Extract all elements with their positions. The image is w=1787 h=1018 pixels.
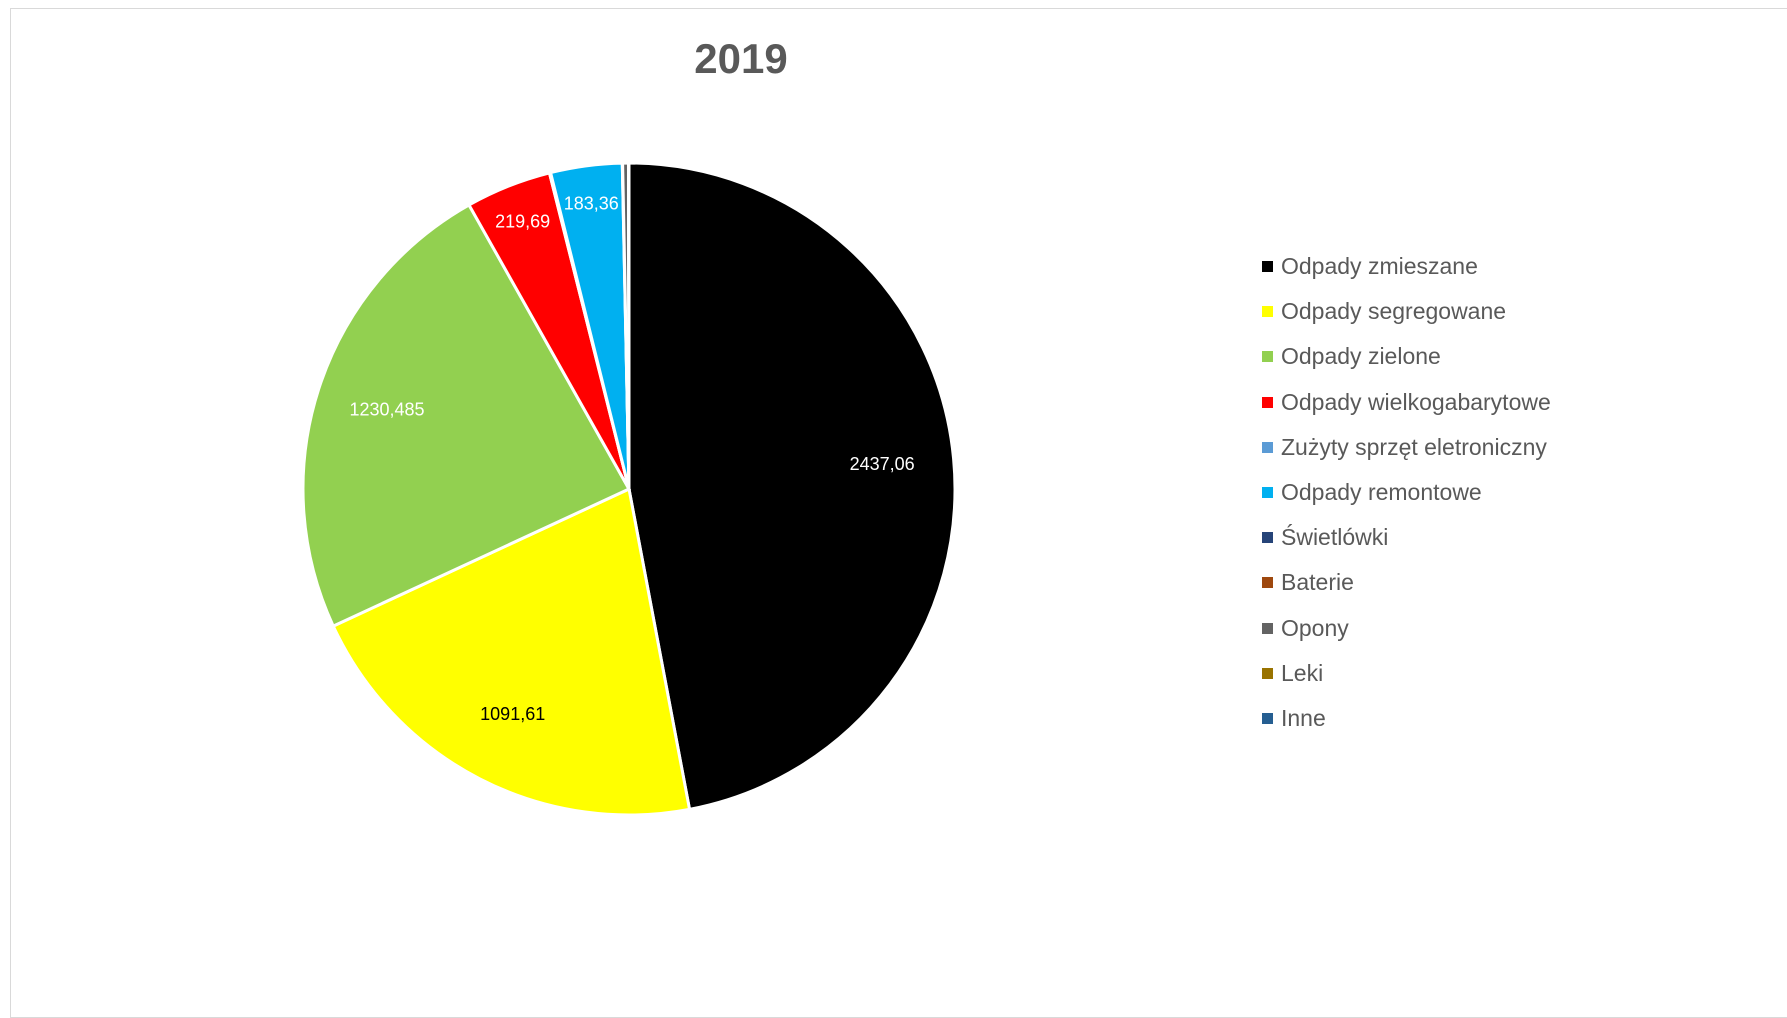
pie-slice-odpady-zmieszane — [629, 163, 955, 809]
legend-item-baterie: Baterie — [1262, 560, 1782, 605]
legend-swatch — [1262, 668, 1273, 679]
legend-item-odpady-zielone: Odpady zielone — [1262, 334, 1782, 379]
legend-swatch — [1262, 487, 1273, 498]
legend-label: Odpady zmieszane — [1281, 253, 1478, 280]
legend-label: Odpady segregowane — [1281, 298, 1506, 325]
legend-label: Odpady zielone — [1281, 343, 1441, 370]
legend-item-inne: Inne — [1262, 696, 1782, 741]
legend-swatch — [1262, 442, 1273, 453]
legend-swatch — [1262, 397, 1273, 408]
legend-label: Świetlówki — [1281, 524, 1388, 551]
legend-item-zuzyty-sprzet-eletroniczny: Zużyty sprzęt eletroniczny — [1262, 425, 1782, 470]
legend-label: Inne — [1281, 705, 1326, 732]
legend-swatch — [1262, 713, 1273, 724]
legend-label: Zużyty sprzęt eletroniczny — [1281, 434, 1547, 461]
data-label-odpady-zielone: 1230,485 — [349, 400, 424, 420]
legend-swatch — [1262, 532, 1273, 543]
data-label-odpady-zmieszane: 2437,06 — [850, 454, 915, 474]
legend-label: Leki — [1281, 660, 1323, 687]
legend-swatch — [1262, 306, 1273, 317]
legend-item-leki: Leki — [1262, 651, 1782, 696]
data-label-odpady-wielkogabarytowe: 219,69 — [495, 211, 550, 231]
legend-item-odpady-segregowane: Odpady segregowane — [1262, 289, 1782, 334]
legend: Odpady zmieszane Odpady segregowane Odpady… — [1262, 244, 1782, 741]
legend-label: Baterie — [1281, 569, 1354, 596]
legend-label: Opony — [1281, 615, 1349, 642]
legend-item-odpady-wielkogabarytowe: Odpady wielkogabarytowe — [1262, 380, 1782, 425]
legend-swatch — [1262, 623, 1273, 634]
legend-label: Odpady wielkogabarytowe — [1281, 389, 1551, 416]
legend-item-odpady-remontowe: Odpady remontowe — [1262, 470, 1782, 515]
legend-item-odpady-zmieszane: Odpady zmieszane — [1262, 244, 1782, 289]
legend-item-swietlowki: Świetlówki — [1262, 515, 1782, 560]
legend-label: Odpady remontowe — [1281, 479, 1482, 506]
legend-swatch — [1262, 261, 1273, 272]
legend-swatch — [1262, 351, 1273, 362]
data-label-odpady-remontowe: 183,36 — [564, 193, 619, 213]
legend-swatch — [1262, 577, 1273, 588]
data-label-odpady-segregowane: 1091,61 — [480, 704, 545, 724]
legend-item-opony: Opony — [1262, 606, 1782, 651]
